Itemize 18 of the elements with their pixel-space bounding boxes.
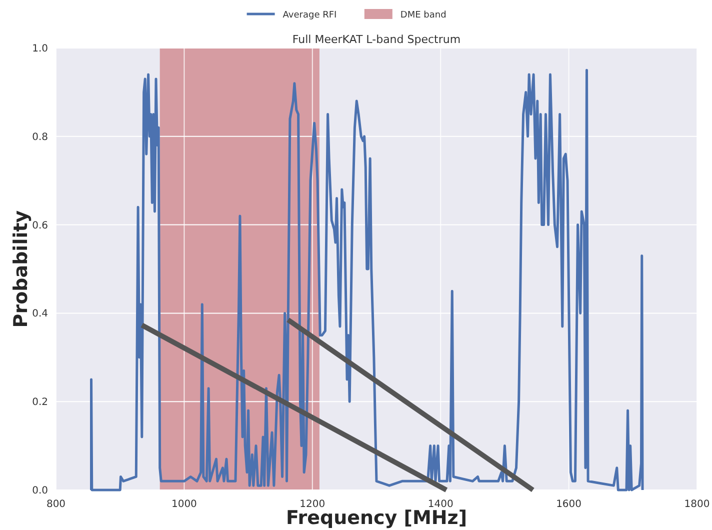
legend-label: Average RFI	[282, 10, 337, 20]
x-tick-label: 1400	[428, 499, 454, 510]
x-tick-label: 1600	[556, 499, 582, 510]
y-tick-label: 1.0	[32, 44, 48, 54]
y-tick-label: 0.8	[32, 132, 48, 143]
y-tick-label: 0.4	[32, 308, 48, 320]
y-axis-title: Probability	[10, 210, 32, 328]
x-axis-title: Frequency [MHz]	[286, 507, 468, 529]
line-series	[90, 68, 644, 492]
y-tick-label: 0.2	[32, 397, 48, 408]
y-tick-label: 0.6	[32, 220, 48, 232]
x-tick-label: 800	[46, 499, 66, 510]
x-tick-label: 1800	[684, 499, 710, 510]
y-tick-label: 0.0	[32, 486, 48, 496]
legend-label: DME band	[400, 10, 446, 20]
chart-title: Full MeerKAT L-band Spectrum	[292, 33, 461, 46]
x-tick-label: 1200	[300, 499, 326, 510]
x-tick-label: 1000	[171, 499, 197, 510]
